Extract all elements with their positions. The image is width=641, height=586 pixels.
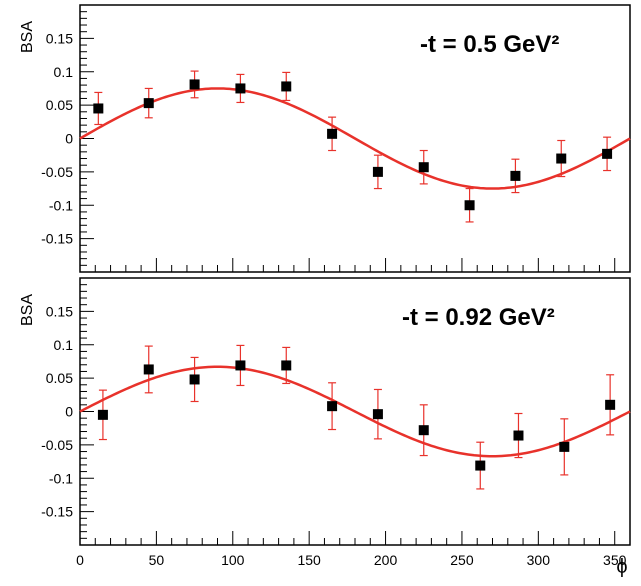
data-point [93,103,104,114]
x-tick-label: 100 [221,552,245,568]
y-tick-label: -0.1 [49,470,73,486]
fit-curve [79,365,631,458]
x-tick-label: 50 [149,552,165,568]
x-tick-label: 300 [527,552,551,568]
y-tick-label: 0 [65,404,73,420]
data-point [475,460,486,471]
data-point [556,153,567,164]
panel-title: -t = 0.5 GeV² [420,31,559,58]
data-point [602,148,613,159]
data-point [235,360,246,371]
y-tick-label: 0 [65,131,73,147]
y-tick-label: 0.15 [46,30,73,46]
data-point [189,374,200,385]
data-point [372,409,383,420]
y-tick-label: 0.1 [54,64,74,80]
y-tick-label: 0.15 [46,303,73,319]
data-point [418,162,429,173]
data-point [464,200,475,211]
fit-curve [79,87,631,190]
x-axis-label: ϕ [616,556,627,578]
x-tick-label: 200 [374,552,398,568]
x-tick-label: 150 [297,552,321,568]
x-tick-label: 350 [603,552,627,568]
data-point [418,425,429,436]
y-tick-label: -0.05 [41,437,73,453]
data-point [235,83,246,94]
y-tick-label: 0.05 [46,370,73,386]
y-tick-label: -0.15 [41,231,73,247]
panel-1: 0.15 0.1 0.05 0 -0.05 -0.1 -0.15 BSA -t = 0.5 Ge… [19,4,631,273]
y-axis-label: BSA [19,294,36,326]
data-point [143,98,154,109]
panel-2: 0.15 0.1 0.05 0 -0.05 -0.1 -0.15 0 50 100 150 200 25… [19,277,631,578]
data-point [513,430,524,441]
data-point [327,401,338,412]
y-tick-label: 0.1 [54,337,74,353]
data-point [281,81,292,92]
x-tick-label: 0 [76,552,84,568]
y-axis-label: BSA [19,21,36,53]
y-tick-label: 0.05 [46,97,73,113]
data-point [510,170,521,181]
panel-title: -t = 0.92 GeV² [402,304,555,331]
y-tick-label: -0.05 [41,164,73,180]
data-point [143,364,154,375]
data-point [559,441,570,452]
data-point [189,79,200,90]
data-point [372,166,383,177]
x-tick-label: 250 [450,552,474,568]
y-tick-label: -0.1 [49,197,73,213]
y-tick-label: -0.15 [41,504,73,520]
data-point [327,128,338,139]
data-point [605,399,616,410]
data-point [97,409,108,420]
data-point [281,360,292,371]
